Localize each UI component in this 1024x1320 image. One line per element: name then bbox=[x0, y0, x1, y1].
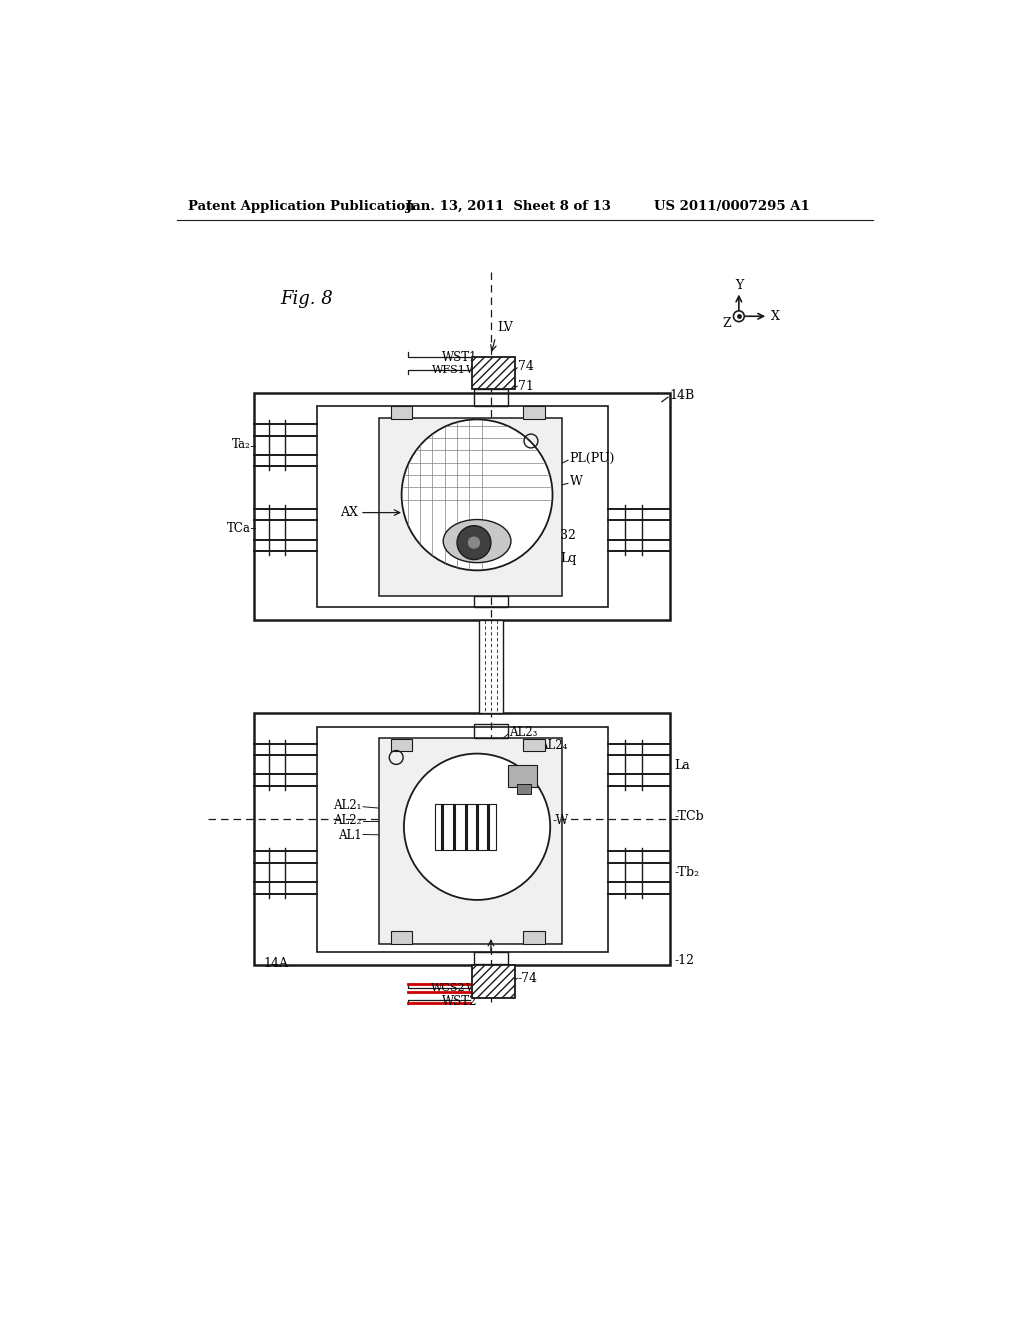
Ellipse shape bbox=[443, 520, 511, 562]
Bar bbox=[316, 407, 608, 607]
Bar bbox=[391, 739, 413, 751]
Text: WCS1: WCS1 bbox=[466, 366, 501, 375]
Text: PL(PU): PL(PU) bbox=[569, 453, 614, 465]
Text: 71: 71 bbox=[518, 380, 534, 393]
Bar bbox=[474, 389, 508, 407]
Bar bbox=[474, 952, 508, 964]
Bar bbox=[523, 739, 545, 751]
Text: WFS2: WFS2 bbox=[466, 983, 500, 994]
Text: 14A: 14A bbox=[263, 957, 288, 970]
Text: WST2: WST2 bbox=[442, 995, 478, 1008]
Text: US 2011/0007295 A1: US 2011/0007295 A1 bbox=[654, 199, 810, 213]
Text: W: W bbox=[569, 475, 583, 488]
Circle shape bbox=[401, 420, 553, 570]
Text: Patent Application Publication: Patent Application Publication bbox=[188, 199, 415, 213]
Text: WFS1: WFS1 bbox=[432, 366, 466, 375]
Bar bbox=[472, 358, 515, 389]
Text: LV: LV bbox=[497, 321, 513, 334]
Bar bbox=[435, 804, 497, 850]
Text: Ta₂: Ta₂ bbox=[231, 438, 251, 451]
Text: Lq: Lq bbox=[560, 552, 577, 565]
Bar bbox=[379, 738, 562, 944]
Text: La: La bbox=[674, 759, 690, 772]
Circle shape bbox=[457, 525, 490, 560]
Bar bbox=[254, 713, 670, 965]
Circle shape bbox=[468, 536, 480, 549]
Text: 74: 74 bbox=[518, 360, 534, 372]
Circle shape bbox=[733, 312, 744, 322]
Text: -W: -W bbox=[553, 814, 569, 828]
Text: 32: 32 bbox=[560, 529, 577, 543]
Bar bbox=[478, 620, 503, 713]
Bar bbox=[316, 726, 608, 952]
Text: 14B: 14B bbox=[670, 389, 695, 403]
Bar bbox=[508, 766, 538, 787]
Text: AL2₄: AL2₄ bbox=[539, 739, 567, 752]
Text: WCS2: WCS2 bbox=[431, 983, 466, 994]
Bar bbox=[523, 932, 545, 944]
Text: Fig. 8: Fig. 8 bbox=[281, 289, 334, 308]
Bar bbox=[391, 407, 413, 418]
Text: -74: -74 bbox=[518, 972, 538, 985]
Text: AL2₁: AL2₁ bbox=[333, 799, 361, 812]
Text: Y: Y bbox=[735, 279, 743, 292]
Bar bbox=[474, 725, 508, 738]
Bar bbox=[523, 407, 545, 418]
Text: -TCb: -TCb bbox=[674, 810, 703, 824]
Text: -12: -12 bbox=[674, 954, 694, 968]
Text: -Tb₂: -Tb₂ bbox=[674, 866, 699, 879]
Bar bbox=[379, 418, 562, 595]
Text: X: X bbox=[771, 310, 779, 323]
Bar bbox=[391, 932, 413, 944]
Text: Jan. 13, 2011  Sheet 8 of 13: Jan. 13, 2011 Sheet 8 of 13 bbox=[407, 199, 611, 213]
Text: AX: AX bbox=[340, 506, 357, 519]
Text: AL2₃: AL2₃ bbox=[509, 726, 538, 739]
Bar bbox=[254, 393, 670, 620]
Circle shape bbox=[403, 754, 550, 900]
Text: AL1: AL1 bbox=[338, 829, 361, 842]
Bar bbox=[472, 965, 515, 998]
Bar bbox=[474, 595, 508, 607]
Text: Z: Z bbox=[723, 317, 731, 330]
Text: AL2₂: AL2₂ bbox=[333, 814, 361, 828]
Text: WST1: WST1 bbox=[442, 351, 478, 363]
Bar bbox=[517, 784, 531, 793]
Text: TCa: TCa bbox=[226, 521, 251, 535]
